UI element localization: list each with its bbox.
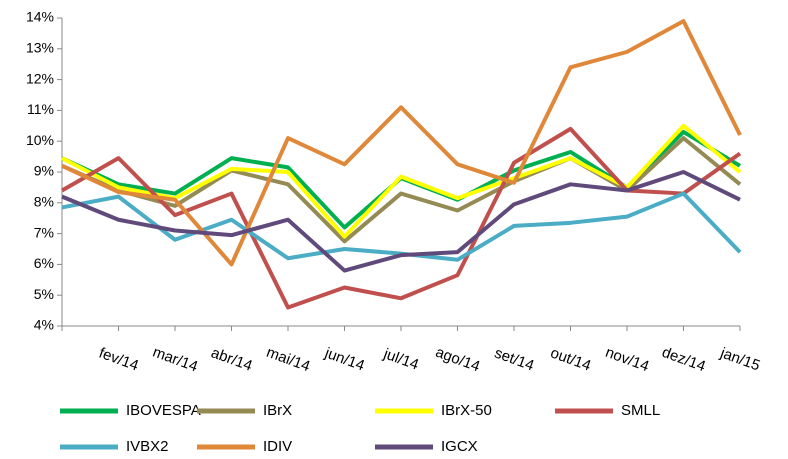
y-tick-label: 9% xyxy=(34,163,54,179)
y-tick-label: 8% xyxy=(34,194,54,210)
series-line xyxy=(61,170,741,273)
y-tick-label: 5% xyxy=(34,286,54,302)
x-tick-label: set/14 xyxy=(492,345,536,375)
y-tick-label: 13% xyxy=(26,40,54,56)
y-tick-label: 10% xyxy=(26,132,54,148)
legend-label: IVBX2 xyxy=(126,438,169,455)
legend-label: IBrX-50 xyxy=(441,402,492,419)
series-line xyxy=(61,19,742,267)
legend-label: IGCX xyxy=(441,438,478,455)
y-tick-label: 4% xyxy=(34,317,54,333)
legend-label: IBOVESPA xyxy=(126,402,201,419)
x-tick-label: jan/15 xyxy=(717,344,762,374)
x-tick-label: jun/14 xyxy=(322,344,367,374)
x-tick-label: fev/14 xyxy=(97,345,141,375)
y-tick-label: 12% xyxy=(26,70,54,86)
series-line xyxy=(61,126,742,310)
legend-label: IDIV xyxy=(263,438,292,455)
x-tick-label: abr/14 xyxy=(209,344,255,375)
x-tick-label: nov/14 xyxy=(603,344,651,375)
x-tick-label: mai/14 xyxy=(264,344,312,375)
legend-label: IBrX xyxy=(263,402,292,419)
y-tick-label: 11% xyxy=(27,101,54,117)
y-tick-label: 14% xyxy=(26,9,54,25)
y-tick-label: 7% xyxy=(34,224,54,240)
x-tick-label: out/14 xyxy=(548,344,593,374)
legend-label: SMLL xyxy=(621,402,660,419)
x-tick-label: dez/14 xyxy=(660,344,708,375)
y-tick-label: 6% xyxy=(34,255,54,271)
x-tick-label: jul/14 xyxy=(380,345,420,374)
x-tick-label: ago/14 xyxy=(433,344,482,376)
x-tick-label: mar/14 xyxy=(150,344,200,376)
